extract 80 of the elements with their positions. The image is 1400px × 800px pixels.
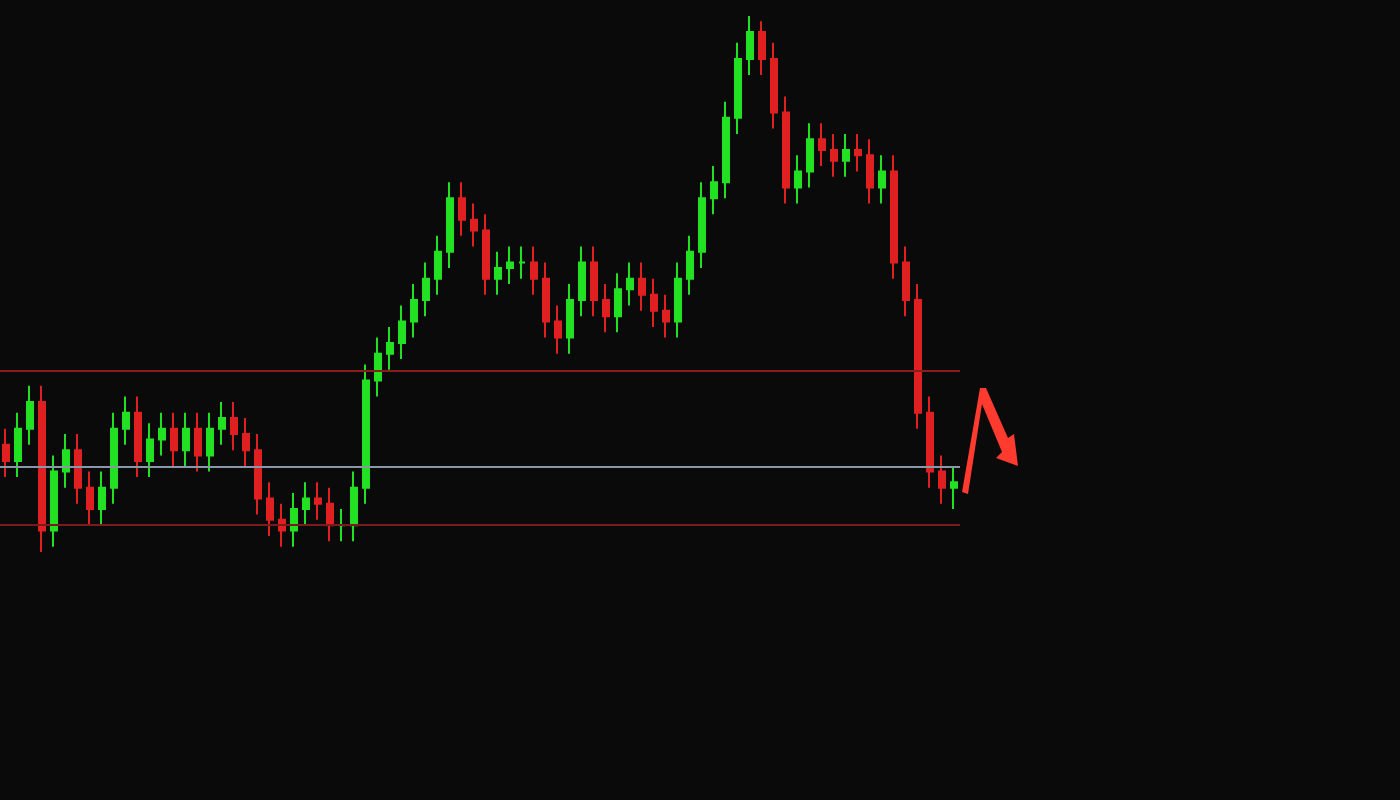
candlestick [146,422,154,478]
candlestick [782,95,790,205]
candlestick [2,427,10,478]
candlestick [614,272,622,334]
candlestick [926,395,934,489]
candlestick [734,41,742,135]
candlestick [38,384,46,553]
candlestick [314,481,322,521]
candlestick [638,261,646,312]
candlestick [878,154,886,205]
candlestick [290,492,298,548]
candlestick [386,325,394,371]
candlestick [266,481,274,537]
candlestick [446,181,454,269]
candlestick [194,411,202,473]
candlestick [494,250,502,296]
candlestick [818,122,826,168]
candlestick [482,213,490,296]
candlestick [374,336,382,398]
candlestick [86,470,94,527]
candlestick [230,400,238,452]
candlestick [398,304,406,361]
candlestick [902,245,910,318]
candlestick [686,234,694,296]
candlestick [770,41,778,130]
candlestick [854,132,862,173]
candlestick [566,283,574,355]
candlestick [434,234,442,296]
candlestick [14,411,22,478]
candlestick [410,283,418,339]
candlestick [590,245,598,318]
candlestick [98,470,106,527]
candlestick [422,261,430,318]
candlestick [458,181,466,237]
candlestick [722,100,730,200]
candlestick [134,395,142,478]
candlestick [326,486,334,543]
candlestick [206,411,214,473]
candlestick [254,433,262,516]
candlestick [710,165,718,216]
candlestick [170,411,178,468]
candlestick [650,277,658,328]
candlestick [158,411,166,457]
candlestick [122,395,130,446]
candlestick [938,454,946,505]
candlestick [110,411,118,505]
candlestick [470,202,478,248]
candlestick [26,384,34,446]
candlestick [338,508,346,543]
candlestick [362,363,370,505]
candlestick [578,245,586,318]
candlestick [830,132,838,178]
candlestick [530,245,538,296]
candlestick [698,181,706,269]
candlestick [50,454,58,548]
candlestick [182,411,190,468]
candlestick [350,470,358,543]
candlestick [218,400,226,446]
candlestick [794,154,802,205]
candlestick [890,154,898,280]
candlestick [542,261,550,339]
candlestick [758,20,766,76]
candlestick [62,433,70,489]
candlestick [302,481,310,527]
candlestick [806,122,814,189]
candlestick [674,261,682,339]
candlestick [746,15,754,76]
candlestick [950,465,958,511]
candlestick [242,417,250,468]
candlestick [842,132,850,178]
candlestick [506,245,514,285]
candlestick [662,293,670,339]
candlestick [866,138,874,205]
candlestick [74,433,82,505]
candlestick [518,245,526,280]
candlestick [626,261,634,307]
candlestick [602,283,610,334]
candlestick [554,304,562,355]
candlestick [914,283,922,430]
candlestick [278,502,286,548]
